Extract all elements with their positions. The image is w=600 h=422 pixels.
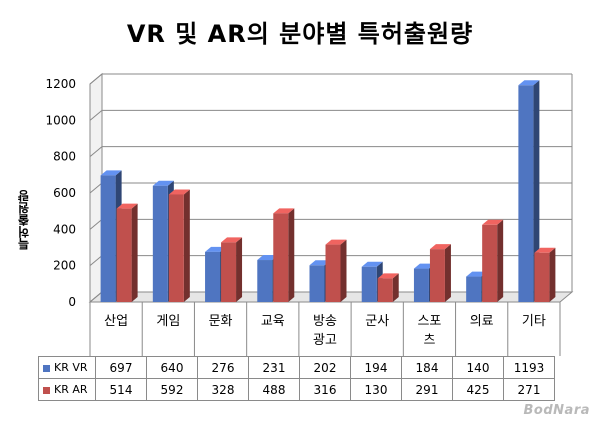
table-cell: 328 — [197, 378, 249, 401]
x-tick-label: 문화 — [209, 314, 233, 329]
data-table: KR VR 697 640 276 231 202 194 184 140 1193 KR AR 51… — [38, 356, 555, 401]
x-tick-label: 교육 — [261, 314, 285, 329]
bar — [205, 251, 221, 302]
bar-top — [429, 244, 451, 250]
bar — [482, 224, 498, 302]
bar — [116, 208, 132, 302]
gridline — [89, 73, 572, 85]
table-cell: 488 — [248, 378, 300, 401]
gridline — [89, 146, 572, 158]
bar-top — [152, 180, 174, 186]
table-cell: 130 — [350, 378, 402, 401]
table-cell: 231 — [248, 356, 300, 379]
x-tick-label: 산업 — [104, 314, 128, 329]
x-tick-label: 기타 — [522, 314, 546, 329]
y-tick-label: 1000 — [45, 113, 76, 127]
table-cell: 316 — [299, 378, 351, 401]
bar-side — [444, 244, 451, 302]
table-cell: 592 — [146, 378, 198, 401]
bar-top — [205, 246, 227, 252]
chart-title: VR 및 AR의 분야별 특허출원량 — [126, 20, 474, 48]
bar — [325, 244, 341, 302]
table-cell: 276 — [197, 356, 249, 379]
table-cell: 640 — [146, 356, 198, 379]
bar — [466, 276, 482, 302]
table-cell: 202 — [299, 356, 351, 379]
bar — [257, 260, 273, 302]
bar — [429, 249, 445, 302]
table-cell: 271 — [503, 378, 555, 401]
bar-side — [236, 237, 243, 302]
bar-side — [533, 80, 540, 302]
bar — [100, 175, 116, 302]
y-tick-label: 200 — [53, 259, 76, 273]
bar-side — [288, 208, 295, 302]
x-tick-label: 방송 — [313, 314, 337, 329]
y-tick-label: 400 — [53, 222, 76, 236]
table-cell: 425 — [452, 378, 504, 401]
bar — [413, 268, 429, 302]
bar-side — [131, 203, 138, 302]
x-tick-label: 게임 — [156, 314, 180, 329]
gridline — [89, 109, 572, 121]
legend-swatch — [43, 386, 50, 394]
watermark-logo: BodNara — [523, 403, 590, 418]
legend-label: KR AR — [54, 383, 88, 396]
bar-top — [466, 271, 488, 277]
table-cell: 514 — [95, 378, 147, 401]
bar — [221, 242, 237, 302]
bar-side — [340, 239, 347, 302]
table-row: KR AR 514 592 328 488 316 130 291 425 271 — [38, 378, 555, 401]
x-tick-label: 광고 — [313, 333, 337, 348]
y-tick-label: 1200 — [45, 77, 76, 91]
bar-side — [392, 273, 399, 302]
legend-label: KR VR — [54, 361, 88, 374]
table-series-label: KR AR — [38, 378, 96, 401]
table-cell: 697 — [95, 356, 147, 379]
bar-top — [168, 189, 190, 195]
table-cell: 1193 — [503, 356, 555, 379]
table-cell: 194 — [350, 356, 402, 379]
bar-top — [100, 170, 122, 176]
bar — [168, 194, 184, 302]
bar-top — [413, 263, 435, 269]
y-tick-label: 0 — [68, 295, 76, 309]
table-series-label: KR VR — [38, 356, 96, 379]
bar-side — [497, 219, 504, 302]
x-tick-label: 의료 — [470, 314, 494, 329]
bar-top — [482, 219, 504, 225]
bar — [361, 266, 377, 302]
bar — [152, 185, 168, 302]
bar-side — [549, 247, 556, 302]
bar-top — [221, 237, 243, 243]
bar-top — [116, 203, 138, 209]
y-tick-label: 600 — [53, 186, 76, 200]
bar-top — [377, 273, 399, 279]
bar — [309, 265, 325, 302]
y-tick-label: 800 — [53, 150, 76, 164]
x-tick-label: 군사 — [365, 314, 389, 329]
legend-swatch — [43, 364, 50, 372]
x-tick-label: 츠 — [423, 333, 435, 348]
bar-top — [361, 261, 383, 267]
bar — [518, 85, 534, 302]
x-tick-label: 스포 — [417, 314, 441, 329]
bar-top — [325, 239, 347, 245]
table-cell: 140 — [452, 356, 504, 379]
bar-top — [257, 255, 279, 261]
table-row: KR VR 697 640 276 231 202 194 184 140 1193 — [38, 356, 555, 379]
bar — [273, 213, 289, 302]
bar — [377, 278, 393, 302]
bar-top — [273, 208, 295, 214]
bar-top — [534, 247, 556, 253]
table-cell: 291 — [401, 378, 453, 401]
bar — [534, 252, 550, 302]
bar-top — [309, 260, 331, 266]
bar-side — [183, 189, 190, 302]
bar-top — [518, 80, 540, 86]
table-cell: 184 — [401, 356, 453, 379]
